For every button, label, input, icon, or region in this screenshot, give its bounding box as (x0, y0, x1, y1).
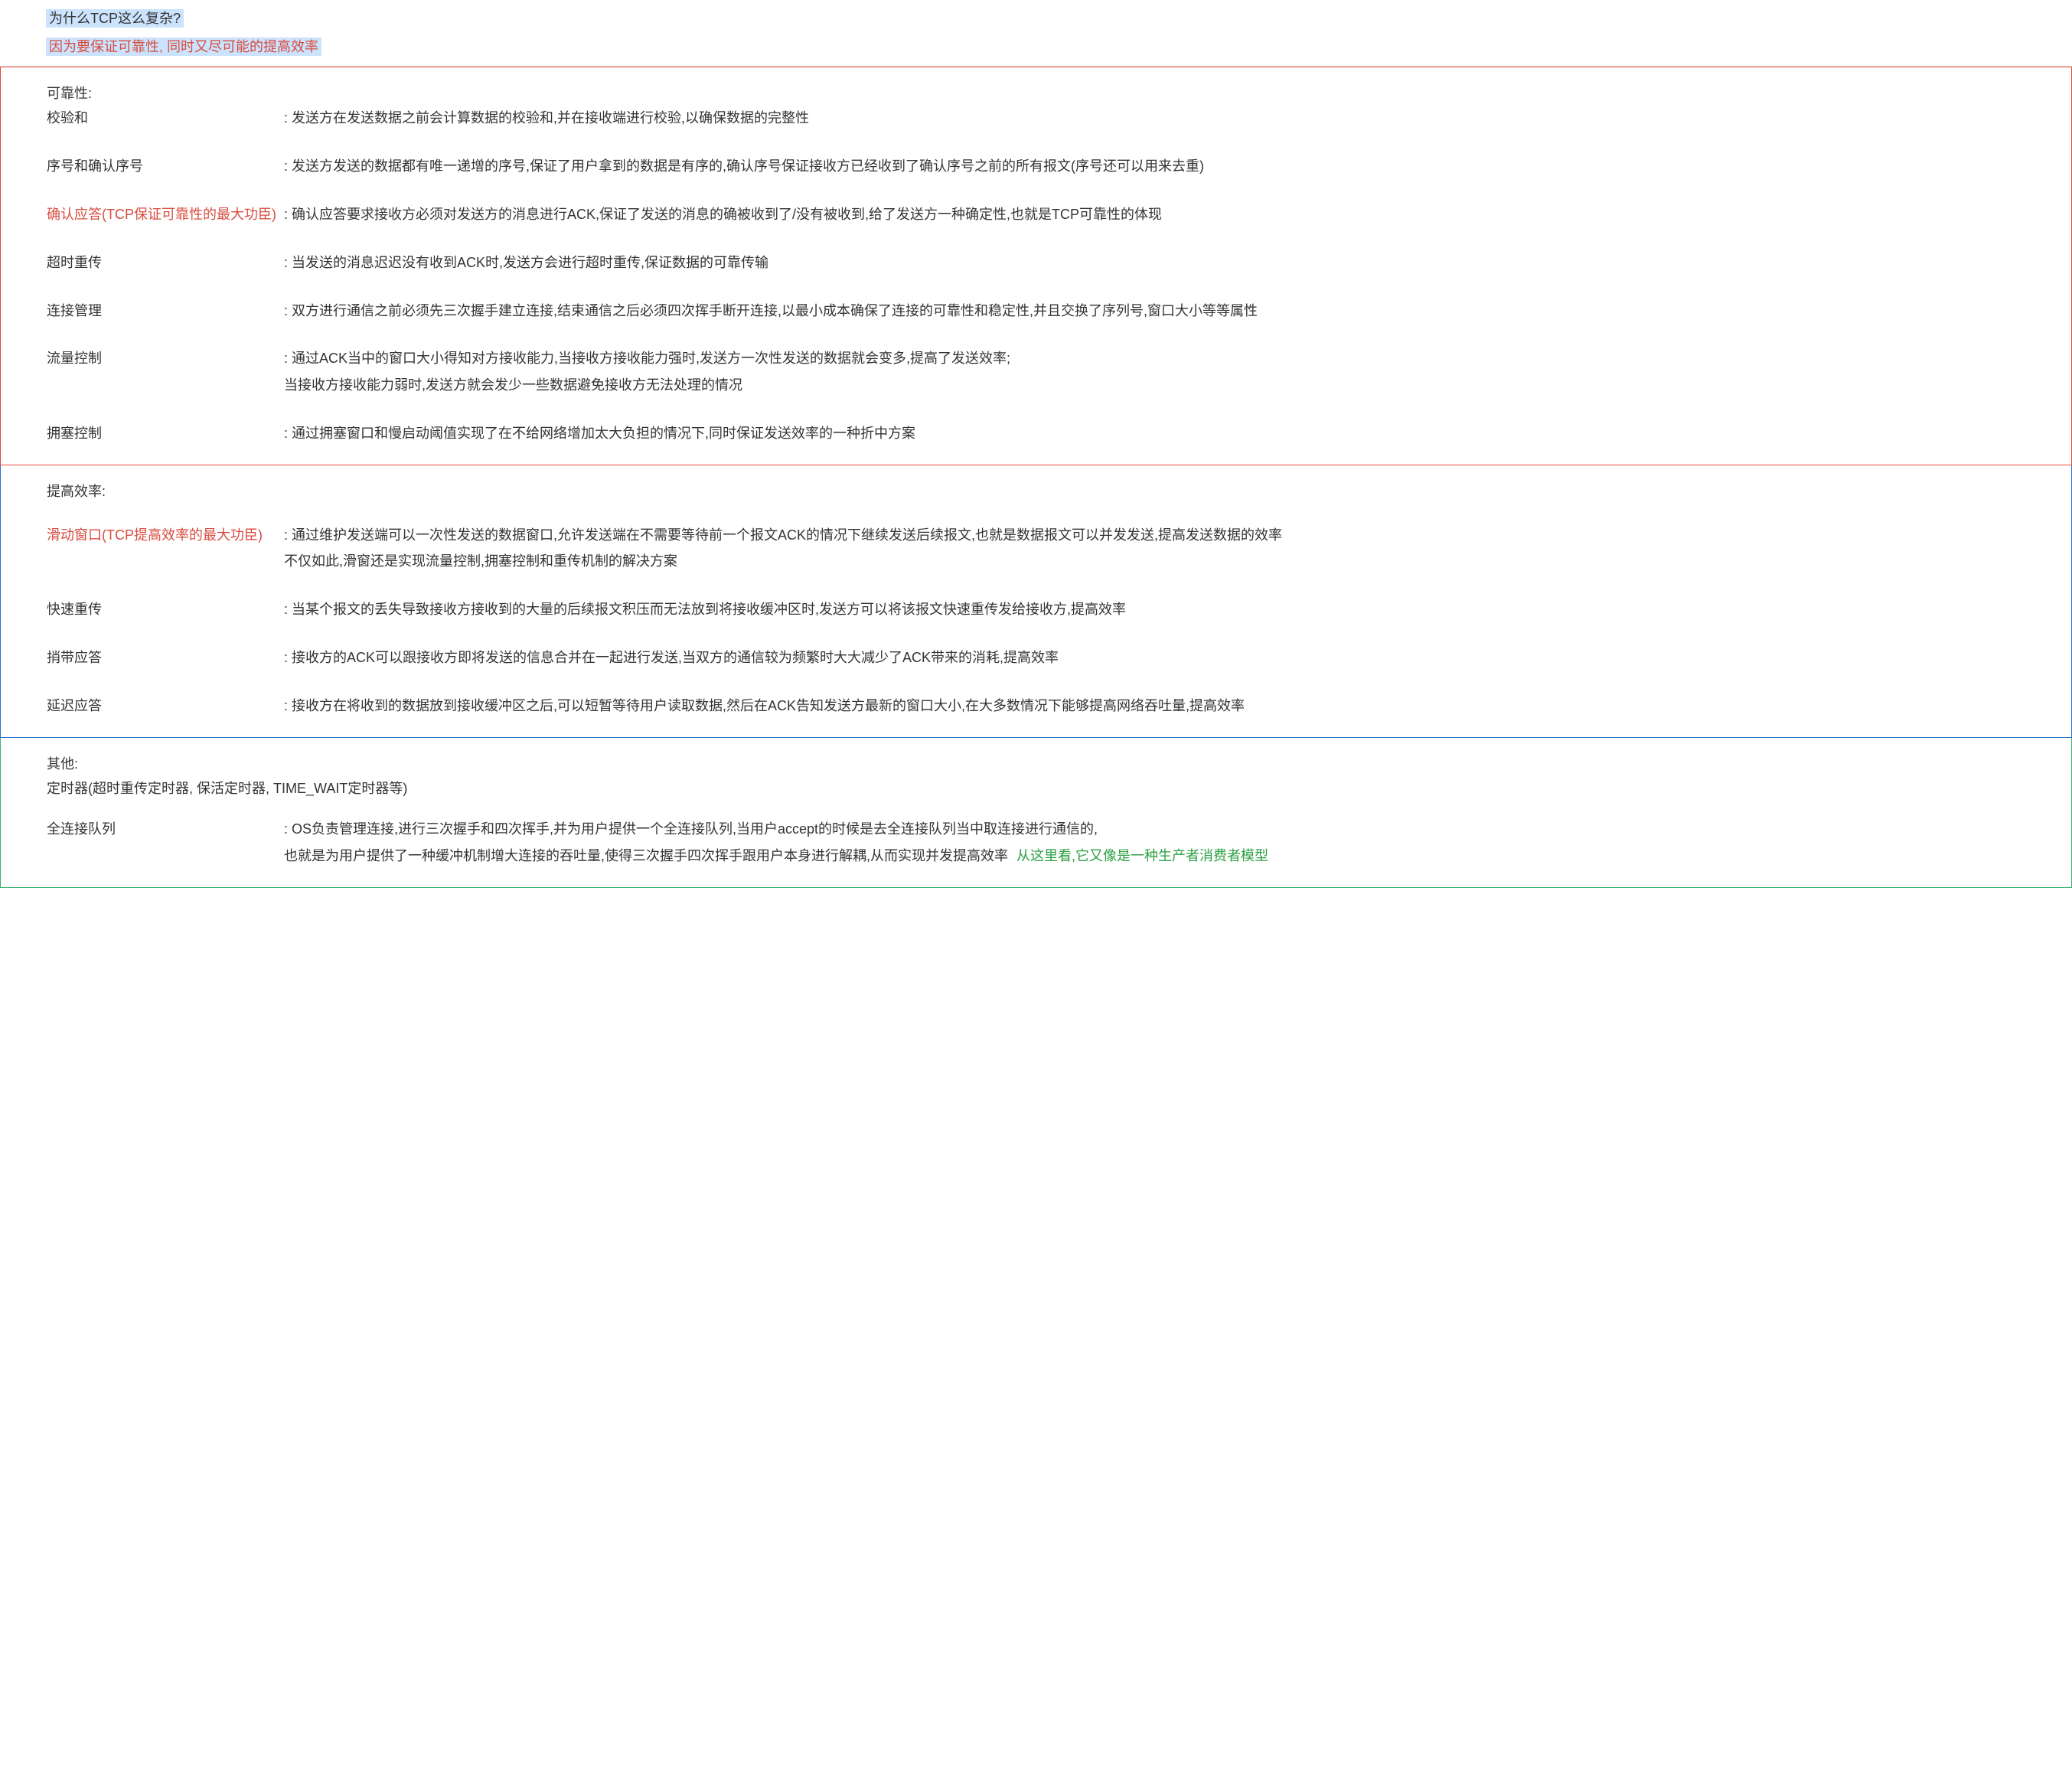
row-label: 捎带应答 (47, 647, 284, 669)
header-block: 为什么TCP这么复杂? 因为要保证可靠性, 同时又尽可能的提高效率 (0, 0, 2072, 67)
desc-line: : 通过拥塞窗口和慢启动阈值实现了在不给网络增加太大负担的情况下,同时保证发送效… (284, 423, 2041, 445)
reliability-row: 连接管理 : 双方进行通信之前必须先三次握手建立连接,结束通信之后必须四次挥手断… (47, 300, 2041, 327)
desc-line: : 双方进行通信之前必须先三次握手建立连接,结束通信之后必须四次挥手断开连接,以… (284, 300, 2041, 322)
desc-line: : OS负责管理连接,进行三次握手和四次挥手,并为用户提供一个全连接队列,当用户… (284, 818, 2041, 840)
desc-line: : 当发送的消息迟迟没有收到ACK时,发送方会进行超时重传,保证数据的可靠传输 (284, 252, 2041, 274)
row-desc: : 确认应答要求接收方必须对发送方的消息进行ACK,保证了发送的消息的确被收到了… (284, 204, 2041, 230)
row-desc: : OS负责管理连接,进行三次握手和四次挥手,并为用户提供一个全连接队列,当用户… (284, 818, 2041, 872)
reliability-row: 确认应答(TCP保证可靠性的最大功臣) : 确认应答要求接收方必须对发送方的消息… (47, 204, 2041, 230)
efficiency-row: 延迟应答 : 接收方在将收到的数据放到接收缓冲区之后,可以短暂等待用户读取数据,… (47, 695, 2041, 722)
desc-line: : 发送方发送的数据都有唯一递增的序号,保证了用户拿到的数据是有序的,确认序号保… (284, 155, 2041, 178)
row-label-highlight: 滑动窗口(TCP提高效率的最大功臣) (47, 524, 284, 547)
desc-line: 不仅如此,滑窗还是实现流量控制,拥塞控制和重传机制的解决方案 (284, 550, 2041, 573)
row-desc: : 接收方的ACK可以跟接收方即将发送的信息合并在一起进行发送,当双方的通信较为… (284, 647, 2041, 674)
row-desc: : 发送方在发送数据之前会计算数据的校验和,并在接收端进行校验,以确保数据的完整… (284, 107, 2041, 134)
row-desc: : 通过拥塞窗口和慢启动阈值实现了在不给网络增加太大负担的情况下,同时保证发送效… (284, 423, 2041, 449)
row-desc: : 通过维护发送端可以一次性发送的数据窗口,允许发送端在不需要等待前一个报文AC… (284, 524, 2041, 578)
question-line: 为什么TCP这么复杂? (46, 8, 2041, 30)
row-label: 序号和确认序号 (47, 155, 284, 178)
reliability-section: 可靠性: 校验和 : 发送方在发送数据之前会计算数据的校验和,并在接收端进行校验… (0, 67, 2072, 465)
row-label-highlight: 确认应答(TCP保证可靠性的最大功臣) (47, 204, 284, 226)
row-label: 全连接队列 (47, 818, 284, 840)
other-title: 其他: (47, 753, 2041, 775)
row-desc: : 当某个报文的丢失导致接收方接收到的大量的后续报文积压而无法放到将接收缓冲区时… (284, 599, 2041, 625)
answer-line: 因为要保证可靠性, 同时又尽可能的提高效率 (46, 36, 2041, 58)
desc-line: : 通过维护发送端可以一次性发送的数据窗口,允许发送端在不需要等待前一个报文AC… (284, 524, 2041, 547)
question-text: 为什么TCP这么复杂? (46, 9, 184, 28)
reliability-row: 序号和确认序号 : 发送方发送的数据都有唯一递增的序号,保证了用户拿到的数据是有… (47, 155, 2041, 182)
row-label: 超时重传 (47, 252, 284, 274)
desc-line: : 确认应答要求接收方必须对发送方的消息进行ACK,保证了发送的消息的确被收到了… (284, 204, 2041, 226)
efficiency-row: 滑动窗口(TCP提高效率的最大功臣) : 通过维护发送端可以一次性发送的数据窗口… (47, 524, 2041, 578)
desc-line: 也就是为用户提供了一种缓冲机制增大连接的吞吐量,使得三次握手四次挥手跟用户本身进… (284, 845, 2041, 867)
row-label: 校验和 (47, 107, 284, 129)
row-desc: : 通过ACK当中的窗口大小得知对方接收能力,当接收方接收能力强时,发送方一次性… (284, 348, 2041, 401)
answer-text: 因为要保证可靠性, 同时又尽可能的提高效率 (46, 38, 321, 56)
row-desc: : 当发送的消息迟迟没有收到ACK时,发送方会进行超时重传,保证数据的可靠传输 (284, 252, 2041, 279)
reliability-title: 可靠性: (47, 83, 2041, 105)
row-desc: : 双方进行通信之前必须先三次握手建立连接,结束通信之后必须四次挥手断开连接,以… (284, 300, 2041, 327)
efficiency-title: 提高效率: (47, 481, 2041, 503)
reliability-row: 流量控制 : 通过ACK当中的窗口大小得知对方接收能力,当接收方接收能力强时,发… (47, 348, 2041, 401)
desc-line: : 接收方在将收到的数据放到接收缓冲区之后,可以短暂等待用户读取数据,然后在AC… (284, 695, 2041, 717)
row-desc: : 接收方在将收到的数据放到接收缓冲区之后,可以短暂等待用户读取数据,然后在AC… (284, 695, 2041, 722)
desc-line: : 接收方的ACK可以跟接收方即将发送的信息合并在一起进行发送,当双方的通信较为… (284, 647, 2041, 669)
desc-line: : 发送方在发送数据之前会计算数据的校验和,并在接收端进行校验,以确保数据的完整… (284, 107, 2041, 129)
row-label: 快速重传 (47, 599, 284, 621)
efficiency-row: 快速重传 : 当某个报文的丢失导致接收方接收到的大量的后续报文积压而无法放到将接… (47, 599, 2041, 625)
row-label: 拥塞控制 (47, 423, 284, 445)
row-label: 延迟应答 (47, 695, 284, 717)
desc-line: : 当某个报文的丢失导致接收方接收到的大量的后续报文积压而无法放到将接收缓冲区时… (284, 599, 2041, 621)
reliability-row: 超时重传 : 当发送的消息迟迟没有收到ACK时,发送方会进行超时重传,保证数据的… (47, 252, 2041, 279)
other-section: 其他: 定时器(超时重传定时器, 保活定时器, TIME_WAIT定时器等) 全… (0, 738, 2072, 888)
efficiency-row: 捎带应答 : 接收方的ACK可以跟接收方即将发送的信息合并在一起进行发送,当双方… (47, 647, 2041, 674)
desc-line: : 通过ACK当中的窗口大小得知对方接收能力,当接收方接收能力强时,发送方一次性… (284, 348, 2041, 370)
other-row: 全连接队列 : OS负责管理连接,进行三次握手和四次挥手,并为用户提供一个全连接… (47, 818, 2041, 872)
desc-line: 当接收方接收能力弱时,发送方就会发少一些数据避免接收方无法处理的情况 (284, 374, 2041, 396)
row-desc: : 发送方发送的数据都有唯一递增的序号,保证了用户拿到的数据是有序的,确认序号保… (284, 155, 2041, 182)
row-label: 流量控制 (47, 348, 284, 370)
document-container: 为什么TCP这么复杂? 因为要保证可靠性, 同时又尽可能的提高效率 可靠性: 校… (0, 0, 2072, 888)
reliability-row: 拥塞控制 : 通过拥塞窗口和慢启动阈值实现了在不给网络增加太大负担的情况下,同时… (47, 423, 2041, 449)
green-annotation: 从这里看,它又像是一种生产者消费者模型 (1016, 848, 1268, 863)
row-label: 连接管理 (47, 300, 284, 322)
other-subtitle: 定时器(超时重传定时器, 保活定时器, TIME_WAIT定时器等) (47, 778, 2041, 800)
reliability-row: 校验和 : 发送方在发送数据之前会计算数据的校验和,并在接收端进行校验,以确保数… (47, 107, 2041, 134)
efficiency-section: 提高效率: 滑动窗口(TCP提高效率的最大功臣) : 通过维护发送端可以一次性发… (0, 465, 2072, 738)
desc-text: 也就是为用户提供了一种缓冲机制增大连接的吞吐量,使得三次握手四次挥手跟用户本身进… (284, 848, 1008, 863)
